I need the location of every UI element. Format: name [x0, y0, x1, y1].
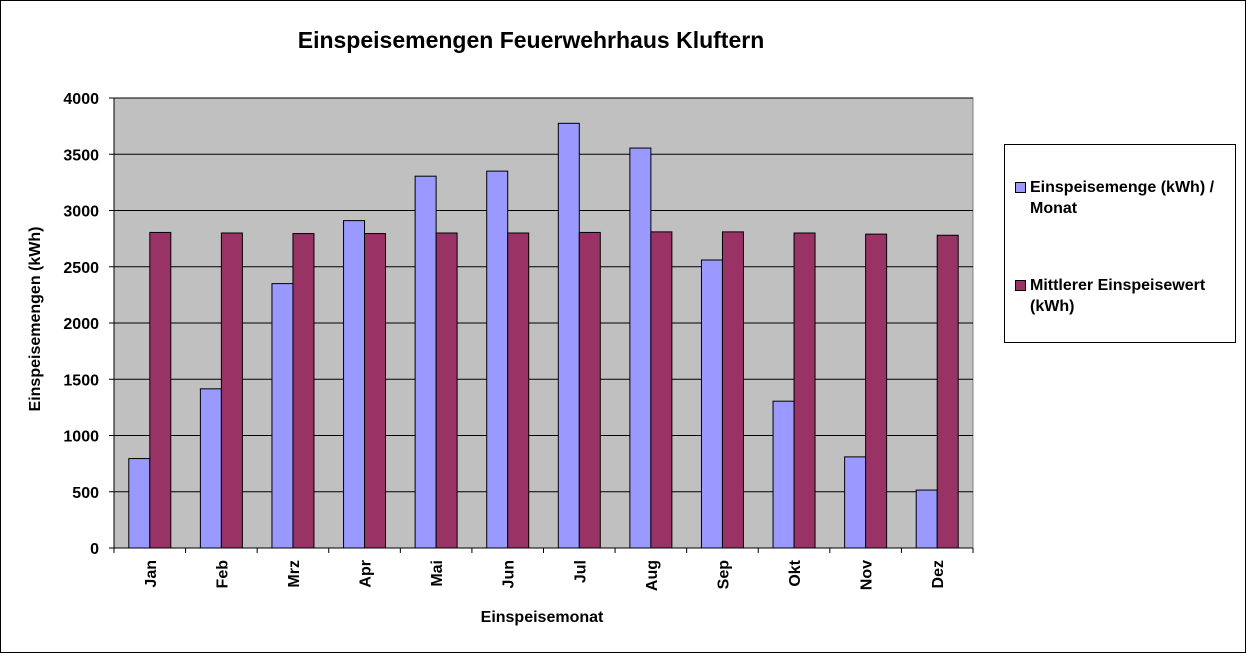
legend-item-mittlerer: Mittlerer Einspeisewert (kWh) [1015, 275, 1231, 317]
y-tick-label: 500 [72, 485, 99, 502]
bar-series-0 [414, 175, 437, 549]
x-tick-label: Dez [930, 560, 947, 588]
x-tick-label: Sep [715, 560, 732, 590]
bar-series-0 [629, 147, 652, 549]
x-tick-label: Aug [644, 560, 661, 591]
bar-series-1 [793, 232, 816, 549]
bar-series-0 [700, 259, 723, 549]
bar-series-1 [149, 231, 172, 549]
bar-series-0 [199, 388, 222, 549]
bar-series-1 [435, 232, 458, 549]
bar-series-1 [292, 233, 315, 549]
bar-series-0 [271, 283, 294, 549]
y-tick-label: 2500 [63, 260, 99, 277]
bar-series-1 [364, 233, 387, 549]
bar-series-1 [721, 231, 744, 549]
bar-series-1 [650, 231, 673, 549]
y-tick-label: 2000 [63, 316, 99, 333]
bar-series-0 [844, 456, 867, 549]
bar-series-1 [936, 234, 959, 549]
legend-swatch-einspeisemenge [1015, 182, 1026, 193]
x-tick-label: Jan [143, 560, 160, 588]
x-tick-label: Apr [358, 560, 375, 588]
x-tick-label: Jul [572, 560, 589, 583]
bar-series-1 [507, 232, 530, 549]
y-tick-label: 4000 [63, 91, 99, 108]
bar-series-0 [486, 170, 509, 549]
bar-series-0 [557, 122, 580, 549]
legend: Einspeisemenge (kWh) / Monat Mittlerer E… [1004, 144, 1236, 343]
y-tick-label: 0 [90, 541, 99, 558]
x-tick-label: Feb [214, 560, 231, 589]
x-axis-label: Einspeisemonat [481, 609, 604, 626]
bar-series-1 [578, 231, 601, 549]
x-tick-label: Mrz [286, 560, 303, 588]
legend-label-mittlerer: Mittlerer Einspeisewert (kWh) [1030, 277, 1206, 315]
chart-title: Einspeisemengen Feuerwehrhaus Kluftern [297, 27, 765, 53]
legend-item-einspeisemenge: Einspeisemenge (kWh) / Monat [1015, 177, 1231, 219]
x-tick-label: Nov [859, 560, 876, 590]
bar-series-1 [220, 232, 243, 549]
bar-series-0 [772, 400, 795, 549]
bar-series-1 [865, 233, 888, 549]
legend-label-einspeisemenge: Einspeisemenge (kWh) / Monat [1030, 179, 1215, 217]
bar-series-0 [915, 489, 938, 549]
x-tick-label: Mai [429, 560, 446, 587]
legend-swatch-mittlerer [1015, 280, 1026, 291]
y-axis-label: Einspeisemengen (kWh) [27, 227, 44, 412]
y-tick-label: 3500 [63, 147, 99, 164]
y-tick-label: 1000 [63, 429, 99, 446]
bar-series-0 [128, 458, 151, 549]
y-tick-label: 1500 [63, 372, 99, 389]
bar-series-0 [343, 220, 366, 549]
x-tick-label: Jun [501, 560, 518, 588]
x-tick-label: Okt [787, 559, 804, 586]
y-tick-label: 3000 [63, 204, 99, 221]
